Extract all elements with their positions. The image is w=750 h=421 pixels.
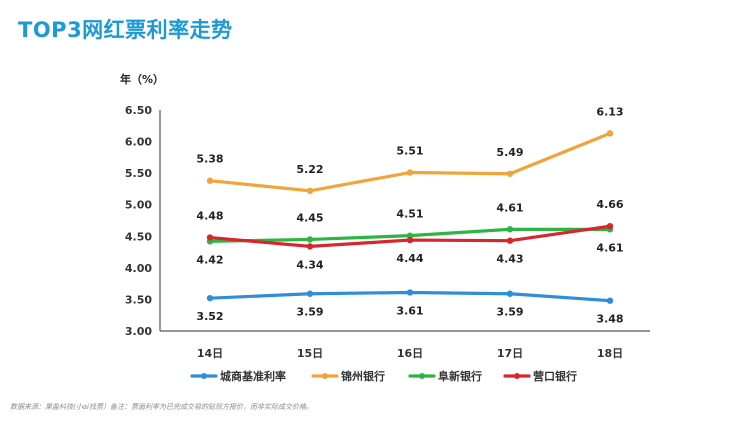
data-point (606, 297, 614, 304)
legend-marker (419, 373, 425, 379)
legend-label: 锦州银行 (341, 369, 385, 383)
data-point (506, 290, 514, 297)
data-label: 4.34 (296, 258, 323, 271)
data-label: 4.42 (196, 253, 223, 266)
data-point (206, 177, 214, 184)
data-point (206, 234, 214, 241)
data-point (506, 226, 514, 233)
legend-label: 阜新银行 (438, 369, 482, 383)
legend-label: 营口银行 (533, 369, 577, 383)
source-note: 数据来源：果盈科技(小ai找票）备注：票面利率为已完成交易的贴现方报价，而非实际… (10, 403, 313, 411)
data-label: 3.61 (396, 304, 423, 317)
x-tick-label: 18日 (597, 347, 623, 360)
data-label: 4.45 (296, 211, 323, 224)
data-label: 5.49 (496, 146, 523, 159)
data-point (306, 187, 314, 195)
data-label: 3.52 (196, 310, 223, 323)
data-point (206, 294, 214, 302)
data-label: 4.48 (196, 210, 223, 223)
y-tick-label: 5.50 (125, 167, 152, 180)
data-point (306, 243, 314, 250)
x-tick-label: 15日 (297, 347, 323, 360)
data-point (506, 237, 514, 244)
data-point (406, 289, 414, 296)
data-point (306, 236, 314, 243)
y-tick-label: 5.00 (125, 199, 152, 212)
y-tick-label: 3.00 (125, 325, 152, 338)
y-tick-label: 4.50 (125, 230, 152, 243)
data-label: 4.61 (596, 241, 623, 254)
data-label: 4.61 (496, 201, 523, 214)
data-label: 5.38 (196, 153, 223, 166)
page-title: TOP3网红票利率走势 (18, 18, 233, 42)
data-label: 5.51 (396, 145, 423, 158)
data-label: 4.51 (396, 208, 423, 221)
data-label: 4.44 (396, 252, 423, 265)
data-point (306, 290, 314, 297)
x-tick-label: 14日 (197, 347, 223, 360)
data-label: 6.13 (596, 105, 623, 118)
data-label: 4.43 (496, 253, 523, 266)
data-label: 3.59 (496, 306, 523, 319)
data-label: 3.59 (296, 306, 323, 319)
y-tick-label: 6.50 (125, 104, 152, 117)
y-axis-label: 年（%） (120, 72, 164, 86)
y-tick-label: 6.00 (125, 136, 152, 149)
data-point (506, 170, 514, 177)
legend-marker (514, 373, 520, 379)
data-point (406, 169, 414, 176)
data-point (406, 232, 414, 239)
data-point (606, 130, 614, 137)
data-label: 5.22 (296, 163, 323, 176)
x-tick-label: 17日 (497, 347, 523, 360)
x-tick-label: 16日 (397, 347, 423, 360)
data-label: 3.48 (596, 313, 623, 326)
data-point (406, 236, 414, 244)
data-point (606, 222, 614, 230)
series-line (208, 131, 612, 193)
legend-marker (322, 373, 328, 379)
data-label: 4.66 (596, 198, 623, 211)
y-tick-label: 3.50 (125, 293, 152, 306)
y-tick-label: 4.00 (125, 262, 152, 275)
legend-marker (201, 373, 207, 379)
legend-label: 城商基准利率 (220, 369, 286, 383)
